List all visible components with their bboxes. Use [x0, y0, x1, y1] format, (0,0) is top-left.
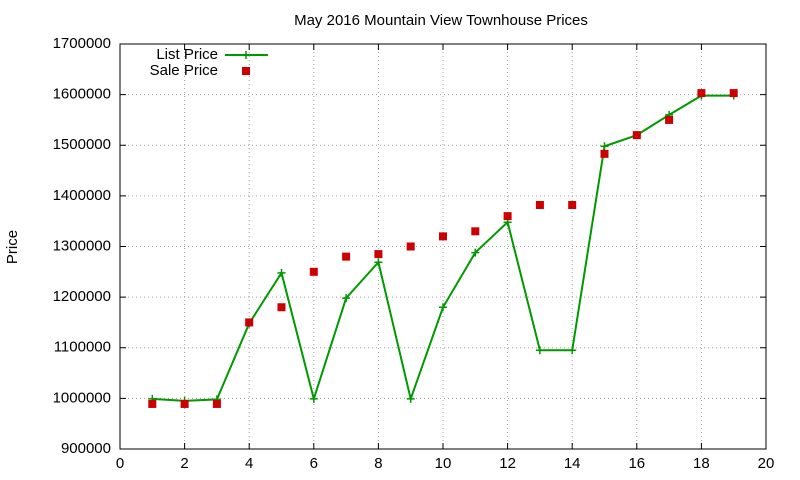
x-tick-label: 2 — [180, 455, 188, 472]
point — [600, 149, 609, 158]
point — [342, 294, 351, 303]
legend-marker — [242, 67, 250, 75]
y-tick-label: 1200000 — [53, 288, 111, 305]
point — [535, 346, 544, 355]
y-tick-label: 1300000 — [53, 237, 111, 254]
x-tick-label: 14 — [564, 455, 581, 472]
point — [277, 268, 286, 277]
y-axis-label: Price — [4, 230, 21, 264]
point — [374, 250, 383, 259]
y-tick-label: 1500000 — [53, 136, 111, 153]
x-tick-label: 18 — [693, 455, 710, 472]
point — [729, 89, 738, 98]
point — [471, 248, 480, 257]
point — [568, 346, 577, 355]
legend-label: List Price — [156, 46, 218, 63]
x-tick-label: 8 — [374, 455, 382, 472]
y-tick-label: 1600000 — [53, 86, 111, 103]
point — [665, 115, 674, 124]
x-tick-label: 10 — [435, 455, 452, 472]
x-tick-label: 4 — [245, 455, 253, 472]
y-tick-label: 1400000 — [53, 187, 111, 204]
y-tick-label: 900000 — [61, 440, 111, 457]
y-tick-label: 1000000 — [53, 389, 111, 406]
point — [309, 394, 318, 403]
x-tick-label: 6 — [310, 455, 318, 472]
plot-frame — [119, 43, 767, 450]
point — [568, 200, 577, 209]
point — [374, 258, 383, 267]
point — [632, 131, 641, 140]
point — [212, 399, 221, 408]
point — [600, 142, 609, 151]
point — [503, 212, 512, 221]
point — [309, 267, 318, 276]
legend-marker — [242, 51, 250, 59]
y-tick-label: 1100000 — [54, 339, 111, 356]
point — [439, 303, 447, 312]
point — [245, 318, 254, 327]
x-tick-label: 16 — [628, 455, 645, 472]
point — [697, 89, 706, 98]
point — [342, 252, 351, 261]
y-tick-label: 1700000 — [53, 35, 111, 52]
point — [180, 399, 189, 408]
x-tick-label: 20 — [758, 455, 775, 472]
x-tick-label: 12 — [499, 455, 516, 472]
x-tick-label: 0 — [116, 455, 124, 472]
point — [471, 227, 480, 236]
chart-title: May 2016 Mountain View Townhouse Prices — [294, 12, 588, 29]
point — [439, 232, 447, 241]
point — [148, 399, 157, 408]
point — [406, 242, 415, 251]
point — [406, 394, 415, 403]
point — [277, 303, 286, 312]
legend-label: Sale Price — [150, 62, 218, 79]
point — [535, 200, 544, 209]
